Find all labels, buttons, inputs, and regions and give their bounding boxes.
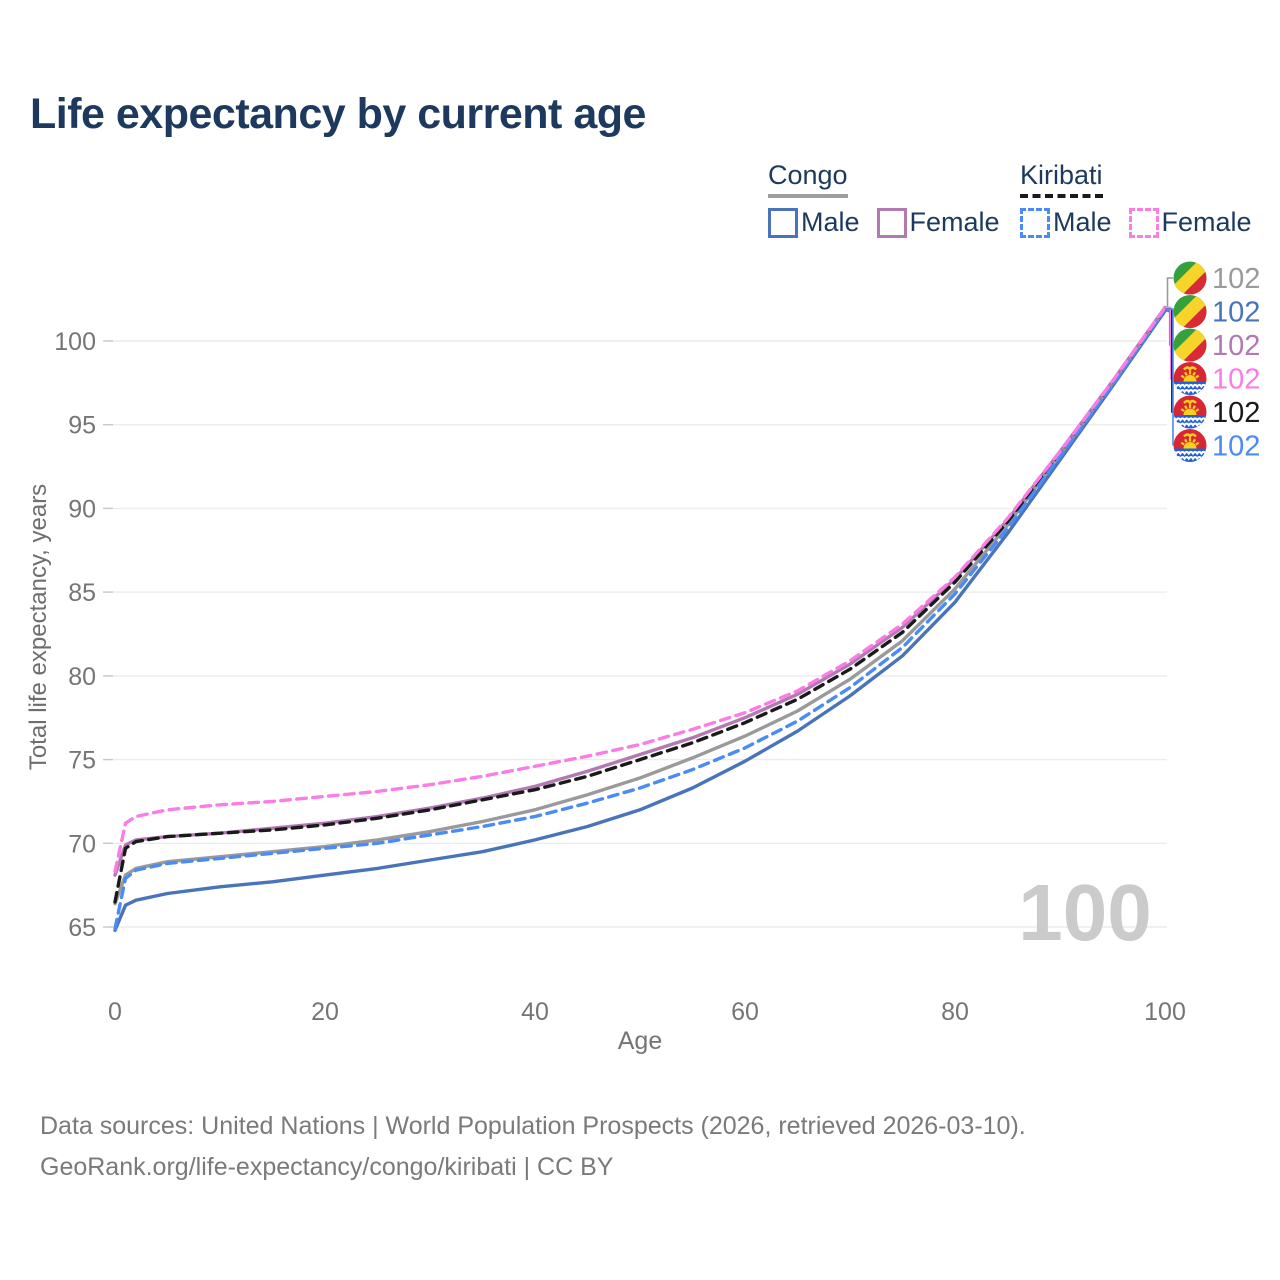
end-value-label-kiribati-female: 102 <box>1212 364 1260 396</box>
y-tick-label-90: 90 <box>68 495 96 523</box>
kiribati-male-swatch-icon <box>1020 207 1050 238</box>
kiribati-female-swatch-icon <box>1128 207 1159 238</box>
legend-item-label: Female <box>1161 207 1252 237</box>
end-value-label-kiribati-male: 102 <box>1212 431 1260 463</box>
flag-kiribati-icon <box>1173 395 1207 429</box>
footer: Data sources: United Nations | World Pop… <box>40 1106 1026 1188</box>
x-tick-label-20: 20 <box>311 998 339 1026</box>
legend-group-congo: Congo Male Female <box>768 160 1000 238</box>
flag-kiribati-icon <box>1173 429 1207 462</box>
end-value-label-congo-female: 102 <box>1212 330 1260 362</box>
label-leader-kiribati-male <box>1165 308 1174 446</box>
label-leader-congo-total <box>1165 277 1173 310</box>
legend-item-congo-female[interactable]: Female <box>876 207 1000 238</box>
y-tick-label-65: 65 <box>68 914 96 942</box>
series-line-kiribati-total[interactable] <box>113 307 1167 904</box>
series-line-congo-total[interactable] <box>113 307 1167 906</box>
legend-item-label: Male <box>801 207 860 237</box>
flag-kiribati-icon <box>1173 362 1207 395</box>
end-value-label-kiribati-total: 102 <box>1212 397 1260 429</box>
x-tick-label-100: 100 <box>1144 998 1186 1026</box>
y-tick-label-85: 85 <box>68 579 96 607</box>
series-line-kiribati-female[interactable] <box>113 305 1167 874</box>
x-axis-title: Age <box>618 1027 662 1055</box>
y-tick-label-80: 80 <box>68 663 96 691</box>
y-tick-label-75: 75 <box>68 747 96 775</box>
congo-male-swatch-icon <box>768 207 798 238</box>
end-value-label-congo-male: 102 <box>1212 297 1260 329</box>
watermark-age: 100 <box>1018 868 1151 957</box>
legend-item-congo-male[interactable]: Male <box>768 207 860 238</box>
y-tick-label-70: 70 <box>68 830 96 858</box>
congo-female-swatch-icon <box>876 207 907 238</box>
data-sources-line: Data sources: United Nations | World Pop… <box>40 1112 1026 1140</box>
x-tick-label-80: 80 <box>941 998 969 1026</box>
legend-item-label: Female <box>909 207 1000 237</box>
legend-group-title-congo[interactable]: Congo <box>768 160 1000 198</box>
legend-kiribati-label: Kiribati <box>1020 160 1103 198</box>
series-line-congo-female[interactable] <box>113 305 1167 877</box>
legend-group-title-kiribati[interactable]: Kiribati <box>1020 160 1252 198</box>
legend-item-label: Male <box>1053 207 1112 237</box>
legend-item-kiribati-male[interactable]: Male <box>1020 207 1112 238</box>
end-value-label-congo-total: 102 <box>1212 263 1260 295</box>
y-tick-label-100: 100 <box>54 328 96 356</box>
attribution-line: GeoRank.org/life-expectancy/congo/kiriba… <box>40 1153 614 1181</box>
page-title: Life expectancy by current age <box>30 90 646 138</box>
x-tick-label-40: 40 <box>521 998 549 1026</box>
x-tick-label-60: 60 <box>731 998 759 1026</box>
x-tick-label-0: 0 <box>108 998 122 1026</box>
series-line-congo-male[interactable] <box>113 309 1167 932</box>
y-tick-label-95: 95 <box>68 412 96 440</box>
legend-item-kiribati-female[interactable]: Female <box>1128 207 1252 238</box>
series-line-kiribati-male[interactable] <box>113 307 1167 931</box>
y-axis-title: Total life expectancy, years <box>25 484 52 770</box>
legend-group-kiribati: Kiribati Male Female <box>1020 160 1252 238</box>
legend-congo-label: Congo <box>768 160 848 198</box>
legend: Congo Male Female Kiribati Male Female <box>0 160 1280 250</box>
